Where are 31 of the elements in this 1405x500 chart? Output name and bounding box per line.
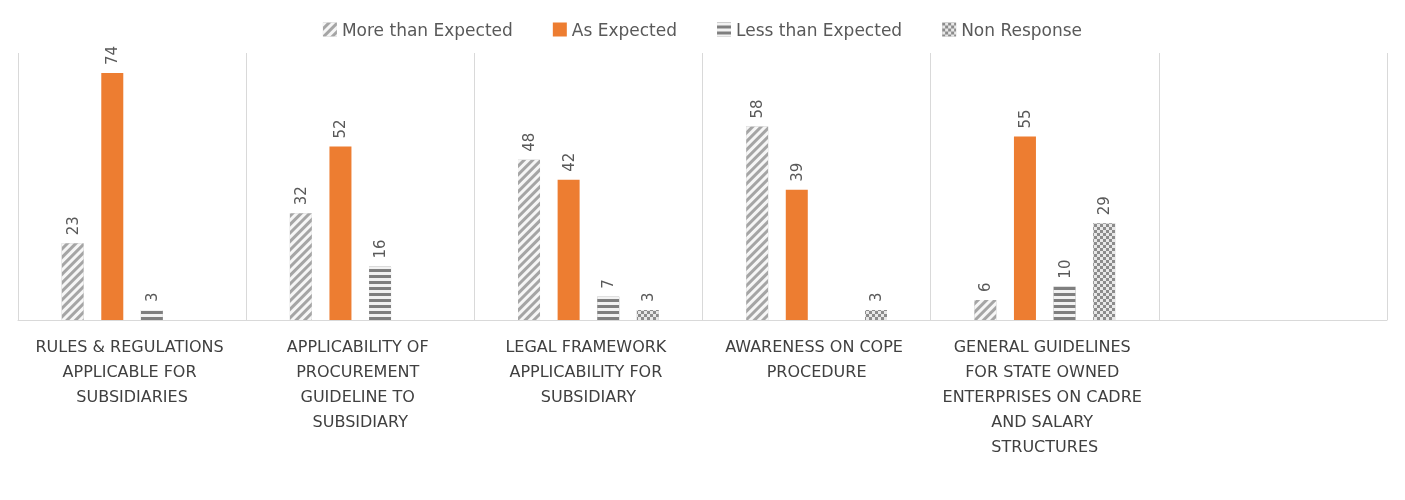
data-label: 29 (1095, 196, 1114, 216)
data-label: 6 (976, 282, 995, 292)
x-tick-label: GENERAL GUIDELINES FOR STATE OWNED ENTERPRISES ON CADRE AND SALARY STRUCTURES (942, 337, 1147, 456)
data-label: 3 (142, 292, 161, 302)
bar (785, 189, 808, 320)
data-label: 42 (559, 152, 578, 172)
bar (329, 146, 352, 320)
legend-label: Less than Expected (736, 19, 903, 40)
x-tick-label: RULES & REGULATIONS APPLICABLE FOR SUBSIDIARIES (35, 337, 229, 406)
legend-label: As Expected (571, 19, 678, 40)
data-label: 10 (1055, 259, 1074, 279)
data-label: 74 (103, 45, 122, 66)
bar (557, 179, 580, 320)
legend-label: More than Expected (341, 19, 513, 40)
data-label: 3 (866, 292, 885, 302)
data-label: 7 (599, 279, 618, 289)
legend-label: Non Response (961, 19, 1083, 40)
data-label: 16 (371, 239, 390, 259)
data-label: 58 (748, 99, 767, 119)
x-tick-label: LEGAL FRAMEWORK APPLICABILITY FOR SUBSIDIARY (505, 337, 672, 406)
data-label: 48 (520, 132, 539, 152)
data-label: 32 (291, 186, 310, 206)
data-label: 39 (787, 162, 806, 182)
bar (1013, 136, 1036, 320)
bar (101, 73, 124, 320)
data-label: 52 (331, 119, 350, 139)
data-label: 55 (1015, 109, 1034, 129)
x-tick-label: AWARENESS ON COPE PROCEDURE (725, 337, 909, 381)
data-label: 3 (638, 292, 657, 302)
x-tick-label: APPLICABILITY OF PROCUREMENT GUIDELINE TO SUBSIDIARY (286, 337, 434, 431)
data-label: 23 (63, 216, 82, 236)
